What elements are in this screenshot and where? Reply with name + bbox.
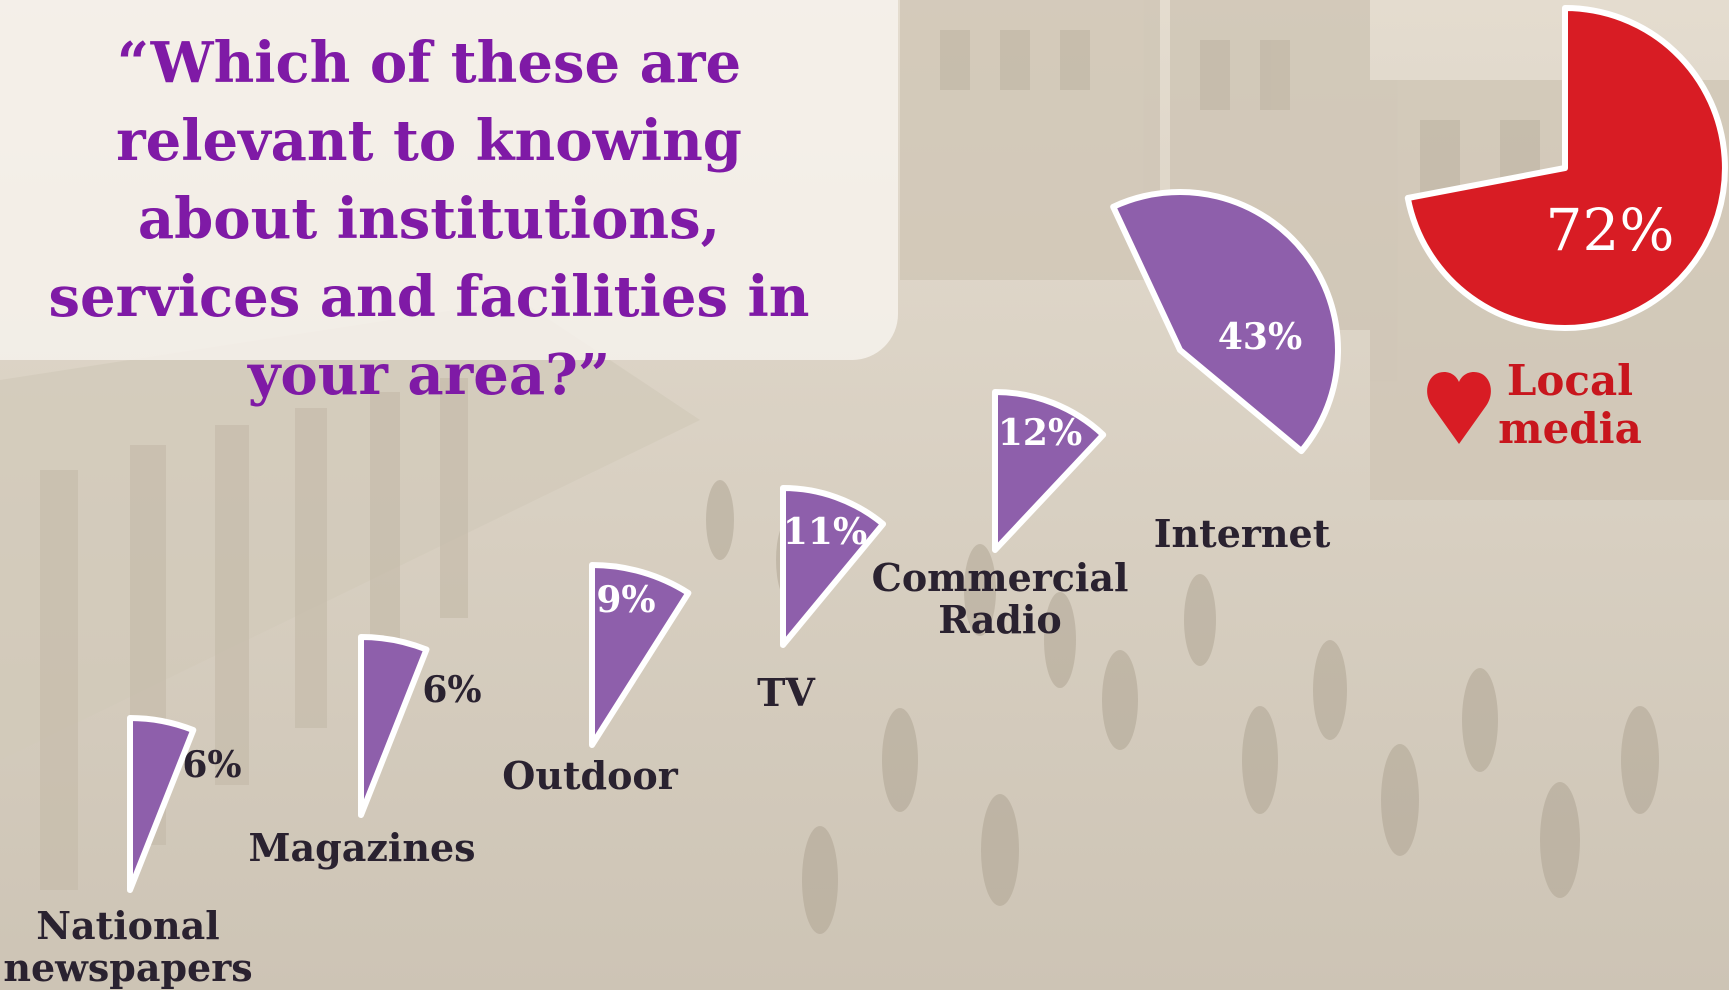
category-label-line: TV <box>757 670 815 715</box>
category-label-line: newspapers <box>3 945 253 990</box>
value-label-national-newspapers: 6% <box>182 744 242 786</box>
pie-wedge-national-newspapers <box>127 715 197 893</box>
category-label-commercial-radio: Commercial Radio <box>872 557 1129 641</box>
local-media-label-line: media <box>1498 404 1642 453</box>
pie-wedge-commercial-radio <box>992 388 1107 553</box>
value-label-commercial-radio: 12% <box>997 412 1083 454</box>
category-label-tv: TV <box>757 672 815 714</box>
pie-wedge-internet <box>1110 189 1341 455</box>
local-media-label-line: Local <box>1506 356 1634 405</box>
local-media-value-label: 72% <box>1545 196 1675 264</box>
heart-icon <box>1427 372 1491 444</box>
pie-wedge-magazines <box>358 634 430 818</box>
value-label-magazines: 6% <box>422 669 482 711</box>
question-panel: “Which of these are relevant to knowing … <box>0 0 898 408</box>
category-label-national-newspapers: National newspapers <box>3 905 252 989</box>
category-label-line: Commercial <box>871 555 1129 600</box>
pie-wedge-outdoor <box>589 562 692 748</box>
category-label-line: Radio <box>938 597 1062 642</box>
category-label-line: Internet <box>1153 511 1331 556</box>
local-media-label: Local media <box>1498 357 1642 453</box>
value-label-outdoor: 9% <box>596 579 656 621</box>
category-label-line: National <box>36 903 220 948</box>
value-label-tv: 11% <box>782 511 868 553</box>
question-title: “Which of these are relevant to knowing … <box>48 30 810 408</box>
category-label-magazines: Magazines <box>248 827 475 869</box>
pie-wedge-local-media <box>1404 5 1728 331</box>
value-label-internet: 43% <box>1217 316 1303 358</box>
category-label-internet: Internet <box>1154 513 1331 555</box>
category-label-outdoor: Outdoor <box>502 755 678 797</box>
category-label-line: Outdoor <box>502 753 678 798</box>
pie-wedge-tv <box>780 484 887 648</box>
category-label-line: Magazines <box>248 825 476 870</box>
